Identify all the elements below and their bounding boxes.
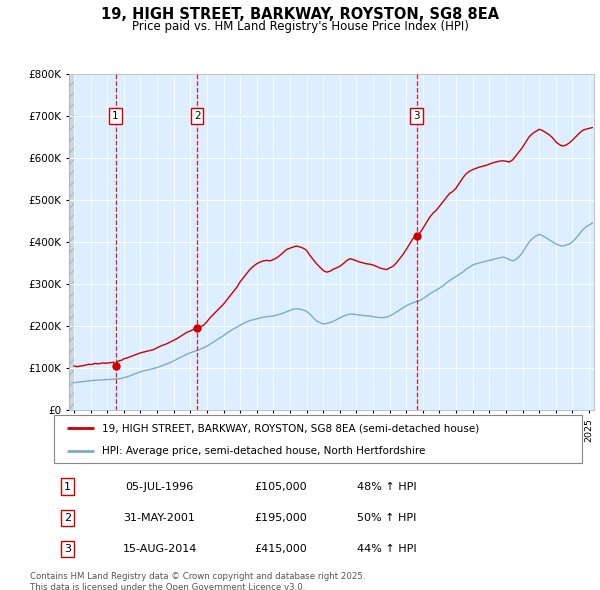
Text: 2: 2 [194,111,200,121]
Text: 3: 3 [413,111,420,121]
Text: 31-MAY-2001: 31-MAY-2001 [124,513,196,523]
Text: HPI: Average price, semi-detached house, North Hertfordshire: HPI: Average price, semi-detached house,… [101,446,425,456]
FancyBboxPatch shape [54,415,582,463]
Text: 1: 1 [64,481,71,491]
Text: £415,000: £415,000 [254,544,307,554]
Bar [69,74,74,410]
Text: 48% ↑ HPI: 48% ↑ HPI [357,481,416,491]
Text: 50% ↑ HPI: 50% ↑ HPI [357,513,416,523]
Text: 44% ↑ HPI: 44% ↑ HPI [357,544,416,554]
Text: 1: 1 [112,111,119,121]
Text: Price paid vs. HM Land Registry's House Price Index (HPI): Price paid vs. HM Land Registry's House … [131,20,469,33]
Text: 2: 2 [64,513,71,523]
Text: 19, HIGH STREET, BARKWAY, ROYSTON, SG8 8EA: 19, HIGH STREET, BARKWAY, ROYSTON, SG8 8… [101,7,499,22]
Text: 05-JUL-1996: 05-JUL-1996 [125,481,194,491]
Text: £105,000: £105,000 [255,481,307,491]
Text: Contains HM Land Registry data © Crown copyright and database right 2025.
This d: Contains HM Land Registry data © Crown c… [30,572,365,590]
Text: 15-AUG-2014: 15-AUG-2014 [122,544,197,554]
Text: 3: 3 [64,544,71,554]
Text: £195,000: £195,000 [254,513,307,523]
Text: 19, HIGH STREET, BARKWAY, ROYSTON, SG8 8EA (semi-detached house): 19, HIGH STREET, BARKWAY, ROYSTON, SG8 8… [101,423,479,433]
